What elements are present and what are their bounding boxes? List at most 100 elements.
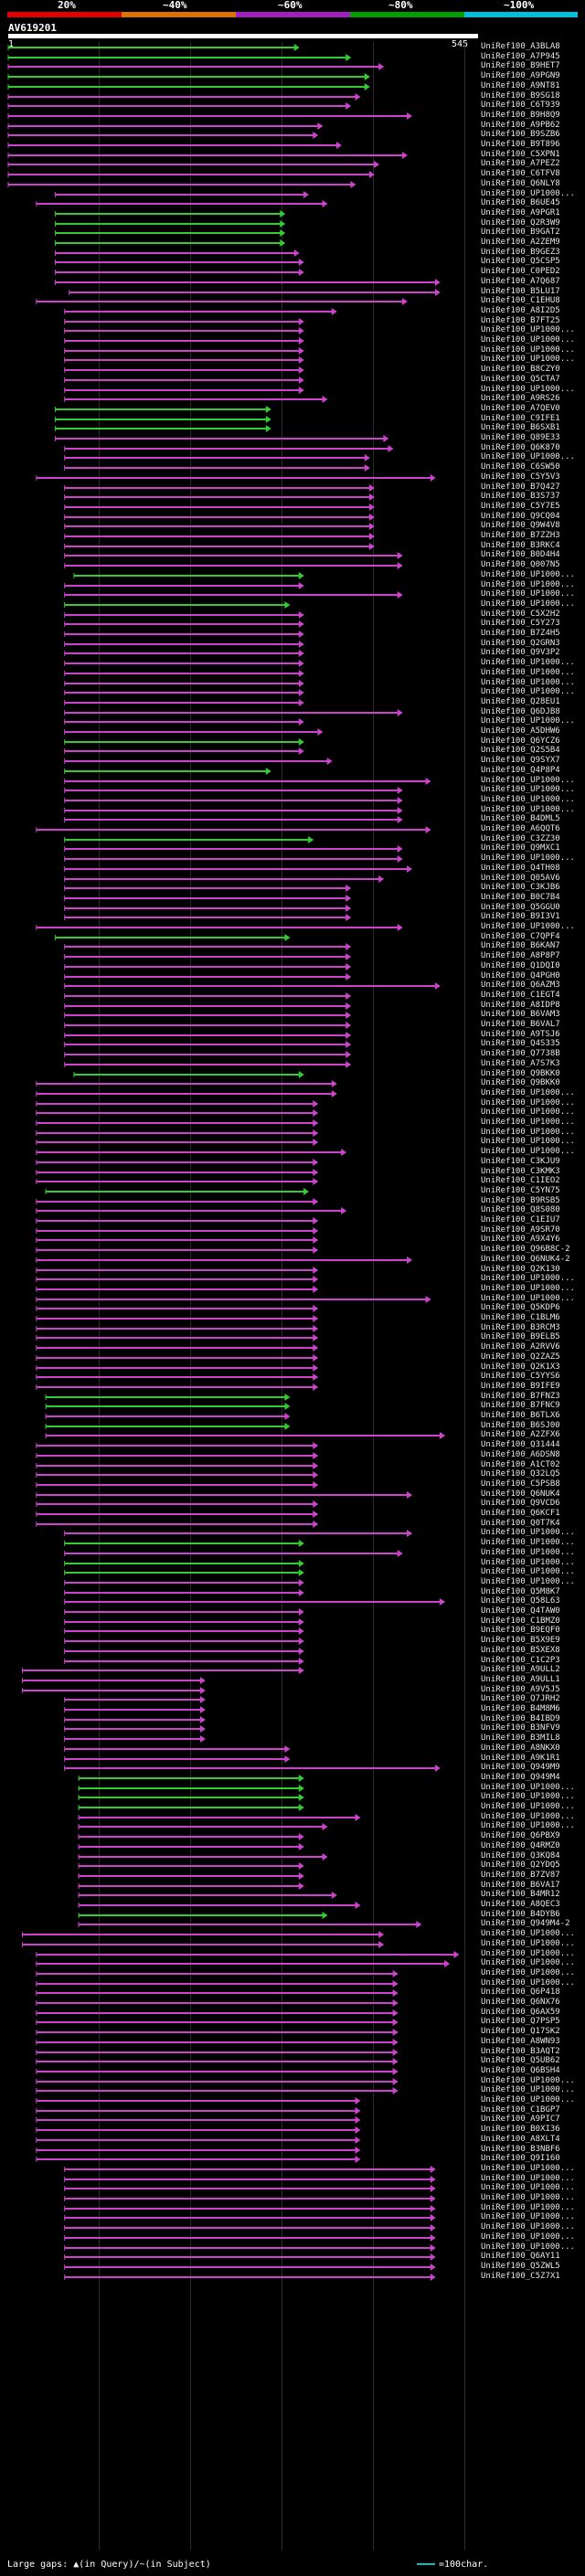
hit-bar[interactable]	[0, 454, 481, 462]
hit-bar[interactable]	[0, 1471, 481, 1479]
hit-bar[interactable]	[0, 1862, 481, 1871]
hit-bar[interactable]	[0, 366, 481, 375]
hit-bar[interactable]	[0, 386, 481, 394]
hit-label[interactable]: UniRef100_B9I3V1	[481, 912, 560, 922]
hit-label[interactable]: UniRef100_Q9SYX7	[481, 756, 560, 766]
hit-bar[interactable]	[0, 581, 481, 589]
hit-bar[interactable]	[0, 1823, 481, 1831]
hit-label[interactable]: UniRef100_Q05AV6	[481, 873, 560, 883]
hit-label[interactable]: UniRef100_UP1000...	[481, 325, 575, 335]
hit-bar[interactable]	[0, 1578, 481, 1586]
hit-bar[interactable]	[0, 1549, 481, 1557]
hit-bar[interactable]	[0, 698, 481, 706]
hit-label[interactable]: UniRef100_UP1000...	[481, 1782, 575, 1792]
hit-label[interactable]: UniRef100_A9ULL2	[481, 1665, 560, 1675]
hit-bar[interactable]	[0, 1060, 481, 1068]
hit-label[interactable]: UniRef100_Q4TH08	[481, 863, 560, 873]
hit-label[interactable]: UniRef100_B7ZV87	[481, 1870, 560, 1880]
hit-bar[interactable]	[0, 1129, 481, 1137]
hit-label[interactable]: UniRef100_Q6AX59	[481, 2007, 560, 2017]
hit-label[interactable]: UniRef100_A3BLA8	[481, 42, 560, 51]
hit-label[interactable]: UniRef100_A8P8P7	[481, 951, 560, 961]
hit-label[interactable]: UniRef100_A9ULL1	[481, 1674, 560, 1684]
hit-label[interactable]: UniRef100_C6TFV8	[481, 169, 560, 179]
hit-label[interactable]: UniRef100_A9PGN9	[481, 71, 560, 81]
hit-bar[interactable]	[0, 2126, 481, 2135]
hit-label[interactable]: UniRef100_Q2R3W9	[481, 217, 560, 228]
hit-label[interactable]: UniRef100_Q58L63	[481, 1596, 560, 1606]
hit-label[interactable]: UniRef100_Q5CSP5	[481, 257, 560, 267]
hit-bar[interactable]	[0, 787, 481, 795]
hit-label[interactable]: UniRef100_Q4P8P4	[481, 765, 560, 775]
hit-label[interactable]: UniRef100_A7PEZ2	[481, 159, 560, 169]
hit-bar[interactable]	[0, 1794, 481, 1802]
hit-label[interactable]: UniRef100_B3S737	[481, 492, 560, 502]
hit-bar[interactable]	[0, 650, 481, 658]
hit-label[interactable]: UniRef100_UP1000...	[481, 658, 575, 668]
hit-label[interactable]: UniRef100_UP1000...	[481, 345, 575, 355]
hit-label[interactable]: UniRef100_UP1000...	[481, 1938, 575, 1948]
hit-label[interactable]: UniRef100_B3RKC4	[481, 540, 560, 550]
hit-label[interactable]: UniRef100_UP1000...	[481, 1977, 575, 1988]
hit-bar[interactable]	[0, 894, 481, 902]
hit-bar[interactable]	[0, 1902, 481, 1909]
hit-label[interactable]: UniRef100_Q1DQI0	[481, 960, 560, 970]
hit-bar[interactable]	[0, 875, 481, 883]
hit-label[interactable]: UniRef100_C5Y273	[481, 619, 560, 629]
hit-bar[interactable]	[0, 239, 481, 247]
hit-bar[interactable]	[0, 1979, 481, 1988]
hit-label[interactable]: UniRef100_UP1000...	[481, 804, 575, 814]
hit-bar[interactable]	[0, 298, 481, 306]
hit-label[interactable]: UniRef100_A9NT81	[481, 80, 560, 90]
hit-bar[interactable]	[0, 610, 481, 619]
hit-label[interactable]: UniRef100_Q6NUK4	[481, 1489, 560, 1499]
hit-label[interactable]: UniRef100_Q949M9	[481, 1763, 560, 1773]
hit-bar[interactable]	[0, 1676, 481, 1684]
hit-bar[interactable]	[0, 1833, 481, 1841]
hit-label[interactable]: UniRef100_Q9MXC1	[481, 843, 560, 853]
hit-label[interactable]: UniRef100_Q17SK2	[481, 2027, 560, 2037]
hit-label[interactable]: UniRef100_B4IBD9	[481, 1713, 560, 1723]
hit-label[interactable]: UniRef100_C9IFE1	[481, 413, 560, 423]
hit-label[interactable]: UniRef100_Q9I160	[481, 2154, 560, 2164]
hit-label[interactable]: UniRef100_C3KJU9	[481, 1156, 560, 1166]
hit-bar[interactable]	[0, 1246, 481, 1255]
hit-label[interactable]: UniRef100_C1C2P3	[481, 1655, 560, 1665]
hit-label[interactable]: UniRef100_B9GAT2	[481, 228, 560, 238]
hit-label[interactable]: UniRef100_B9ELB5	[481, 1332, 560, 1342]
hit-bar[interactable]	[0, 161, 481, 169]
hit-label[interactable]: UniRef100_A7P945	[481, 51, 560, 61]
hit-label[interactable]: UniRef100_A7QEV0	[481, 403, 560, 413]
hit-label[interactable]: UniRef100_A9V5J5	[481, 1684, 560, 1694]
hit-bar[interactable]	[0, 1735, 481, 1744]
hit-bar[interactable]	[0, 1871, 481, 1880]
hit-bar[interactable]	[0, 1168, 481, 1176]
hit-label[interactable]: UniRef100_UP1000...	[481, 188, 575, 198]
hit-bar[interactable]	[0, 826, 481, 833]
hit-bar[interactable]	[0, 2175, 481, 2183]
hit-bar[interactable]	[0, 845, 481, 853]
hit-bar[interactable]	[0, 1315, 481, 1322]
hit-bar[interactable]	[0, 1480, 481, 1489]
hit-label[interactable]: UniRef100_UP1000...	[481, 1576, 575, 1586]
hit-label[interactable]: UniRef100_Q6NLY8	[481, 178, 560, 188]
hit-label[interactable]: UniRef100_Q96B8C-2	[481, 1245, 570, 1255]
hit-bar[interactable]	[0, 405, 481, 413]
hit-label[interactable]: UniRef100_B9EQF0	[481, 1626, 560, 1636]
hit-label[interactable]: UniRef100_C5Y5V3	[481, 472, 560, 482]
hit-label[interactable]: UniRef100_UP1000...	[481, 2202, 575, 2212]
hit-bar[interactable]	[0, 1158, 481, 1166]
hit-label[interactable]: UniRef100_C6T939	[481, 101, 560, 111]
hit-bar[interactable]	[0, 2116, 481, 2125]
hit-bar[interactable]	[0, 1608, 481, 1616]
hit-label[interactable]: UniRef100_A9PGR1	[481, 207, 560, 217]
hit-bar[interactable]	[0, 1617, 481, 1626]
hit-bar[interactable]	[0, 1921, 481, 1929]
hit-bar[interactable]	[0, 2253, 481, 2262]
hit-bar[interactable]	[0, 2204, 481, 2212]
hit-label[interactable]: UniRef100_A8IDP8	[481, 1000, 560, 1010]
hit-label[interactable]: UniRef100_B7Q427	[481, 482, 560, 492]
hit-bar[interactable]	[0, 1012, 481, 1020]
hit-label[interactable]: UniRef100_Q2GRN3	[481, 638, 560, 648]
hit-label[interactable]: UniRef100_UP1000...	[481, 1929, 575, 1939]
